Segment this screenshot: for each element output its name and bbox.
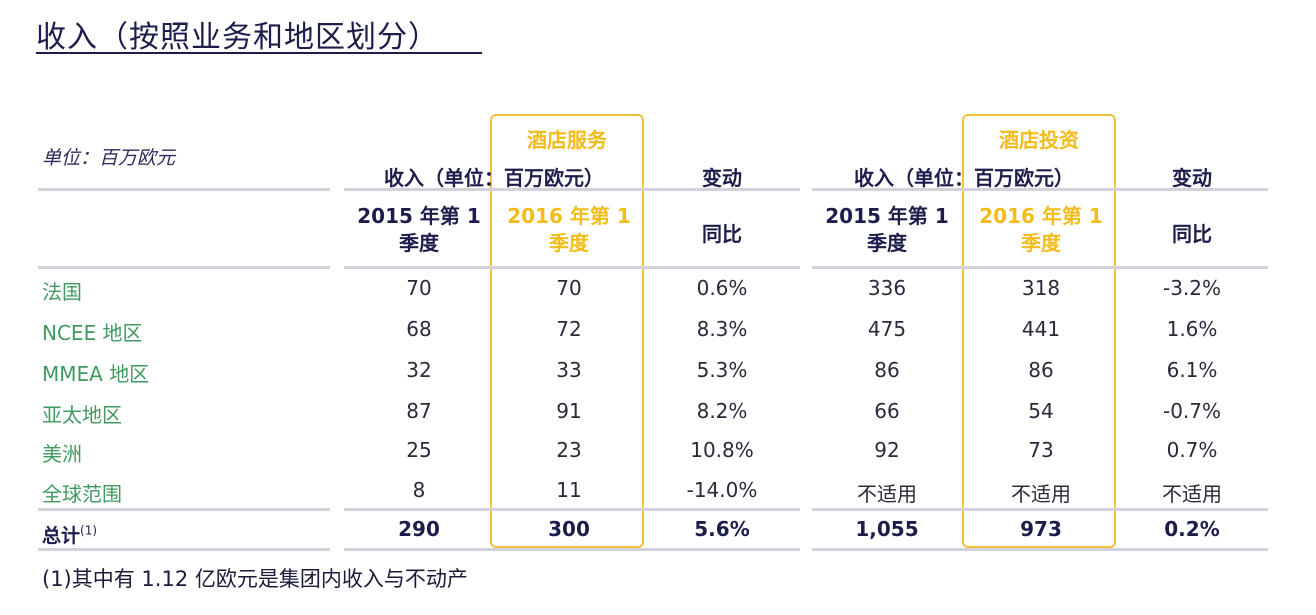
hotel-investment-2016-highlight [962, 114, 1116, 548]
row-label: MMEA 地区 [42, 362, 150, 386]
footnote: (1)其中有 1.12 亿欧元是集团内收入与不动产 [42, 567, 468, 591]
cell-hs-2015: 87 [406, 399, 432, 423]
header-rule-hotel-services [344, 188, 800, 191]
row-label: 法国 [42, 280, 82, 304]
header-rule-label [38, 188, 330, 191]
subheader-rule-hotel-investment [812, 266, 1268, 269]
total-hi-2016: 973 [1020, 517, 1062, 541]
header-rule-hotel-investment [812, 188, 1268, 191]
row-label: 亚太地区 [42, 403, 122, 427]
row-label: 美洲 [42, 442, 82, 466]
group-name-hotel-investment: 酒店投资 [999, 128, 1079, 152]
cell-hi-2016: 73 [1028, 438, 1054, 462]
cell-hs-2016: 11 [556, 478, 582, 502]
cell-hi-change: 不适用 [1162, 482, 1222, 506]
col-change-hotel-services: 同比 [702, 222, 742, 246]
unit-label: 单位：百万欧元 [42, 147, 176, 169]
change-header-hotel-investment: 变动 [1172, 166, 1212, 190]
cell-hs-2015: 8 [412, 478, 426, 502]
cell-hs-change: 8.3% [696, 317, 748, 341]
cell-hs-change: 0.6% [696, 276, 748, 300]
title-underline [36, 52, 482, 54]
cell-hs-2015: 25 [406, 438, 432, 462]
total-rule-hotel-investment [812, 508, 1268, 511]
cell-hi-2016: 不适用 [1011, 482, 1071, 506]
col-2015-hotel-investment: 2015 年第 1 季度 [825, 204, 949, 255]
cell-hs-change: 5.3% [696, 358, 748, 382]
cell-hi-change: 1.6% [1166, 317, 1218, 341]
col-2016-hotel-investment: 2016 年第 1 季度 [979, 204, 1103, 255]
cell-hi-2015: 86 [874, 358, 900, 382]
row-label: NCEE 地区 [42, 321, 143, 345]
cell-hi-2015: 475 [867, 317, 907, 341]
col-2016-hotel-services: 2016 年第 1 季度 [507, 204, 631, 255]
revenue-header-hotel-services: 收入（单位：百万欧元） [384, 166, 604, 190]
cell-hs-change: 8.2% [696, 399, 748, 423]
col-2015-hotel-services: 2015 年第 1 季度 [357, 204, 481, 255]
cell-hi-2016: 441 [1021, 317, 1061, 341]
cell-hs-2016: 33 [556, 358, 582, 382]
group-name-hotel-services: 酒店服务 [527, 128, 607, 152]
total-hi-change: 0.2% [1164, 517, 1220, 541]
total-hs-change: 5.6% [694, 517, 750, 541]
total-hs-2015: 290 [398, 517, 440, 541]
cell-hi-change: 6.1% [1166, 358, 1218, 382]
subheader-rule-hotel-services [344, 266, 800, 269]
cell-hs-2016: 70 [556, 276, 582, 300]
page-title: 收入（按照业务和地区划分） [36, 20, 439, 55]
cell-hs-2016: 72 [556, 317, 582, 341]
bottom-rule-hotel-services [344, 548, 800, 551]
revenue-header-hotel-investment: 收入（单位：百万欧元） [854, 166, 1074, 190]
cell-hs-2016: 91 [556, 399, 582, 423]
hotel-services-2016-highlight [490, 114, 644, 548]
total-rule-label [38, 508, 330, 511]
cell-hi-2016: 54 [1028, 399, 1054, 423]
cell-hs-2015: 32 [406, 358, 432, 382]
total-hi-2015: 1,055 [855, 517, 919, 541]
cell-hi-2015: 66 [874, 399, 900, 423]
cell-hi-2015: 336 [867, 276, 907, 300]
cell-hi-change: -0.7% [1162, 399, 1222, 423]
bottom-rule-label [38, 548, 330, 551]
total-hs-2016: 300 [548, 517, 590, 541]
change-header-hotel-services: 变动 [702, 166, 742, 190]
col-change-hotel-investment: 同比 [1172, 222, 1212, 246]
total-label: 总计(1) [42, 523, 98, 547]
cell-hs-2016: 23 [556, 438, 582, 462]
subheader-rule-label [38, 266, 330, 269]
cell-hi-2016: 318 [1021, 276, 1061, 300]
cell-hs-change: -14.0% [686, 478, 758, 502]
cell-hs-2015: 70 [406, 276, 432, 300]
footnote-mark: (1) [80, 523, 98, 538]
cell-hi-2016: 86 [1028, 358, 1054, 382]
bottom-rule-hotel-investment [812, 548, 1268, 551]
row-label: 全球范围 [42, 482, 122, 506]
cell-hi-2015: 不适用 [857, 482, 917, 506]
cell-hi-change: -3.2% [1162, 276, 1222, 300]
cell-hs-change: 10.8% [690, 438, 754, 462]
cell-hs-2015: 68 [406, 317, 432, 341]
cell-hi-2015: 92 [874, 438, 900, 462]
cell-hi-change: 0.7% [1166, 438, 1218, 462]
total-rule-hotel-services [344, 508, 800, 511]
